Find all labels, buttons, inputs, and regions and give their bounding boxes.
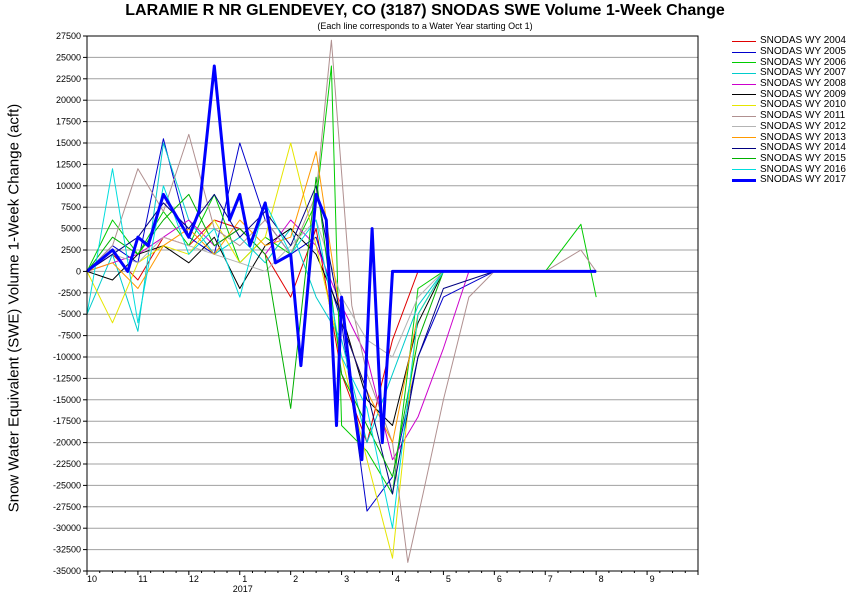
series-line-8 [86,219,597,358]
plot-frame [86,35,699,572]
legend-swatch [732,126,756,128]
legend-item: SNODAS WY 2010 [732,100,846,111]
x-tick-label: 12 [189,574,199,584]
legend-label: SNODAS WY 2008 [760,78,846,90]
legend-swatch [732,147,756,149]
x-tick-label: 11 [138,574,147,584]
legend-label: SNODAS WY 2011 [760,110,846,122]
y-tick-label: -22500 [53,459,81,469]
series-line-13 [86,64,597,462]
legend-label: SNODAS WY 2016 [760,163,846,175]
legend-swatch [732,62,756,64]
y-tick-label: 0 [76,266,81,276]
legend-item: SNODAS WY 2009 [732,89,846,100]
legend-item: SNODAS WY 2008 [732,79,846,90]
legend-label: SNODAS WY 2013 [760,131,846,143]
y-tick-label: 22500 [56,74,81,84]
series-line-1 [86,138,597,512]
legend-item: SNODAS WY 2013 [732,132,846,143]
legend-item: SNODAS WY 2004 [732,36,846,47]
legend-swatch [732,158,756,160]
legend-swatch [732,178,756,182]
legend-swatch [732,51,756,53]
chart-subtitle: (Each line corresponds to a Water Year s… [317,21,533,31]
legend-swatch [732,115,756,117]
legend-label: SNODAS WY 2017 [760,174,846,186]
y-tick-label: -15000 [53,395,81,405]
x-tick-label: 3 [344,574,349,584]
legend-label: SNODAS WY 2012 [760,120,846,132]
legend-swatch [732,40,756,42]
x-tick-label: 1 [242,574,247,584]
y-tick-label: -10000 [53,352,81,362]
legend-item: SNODAS WY 2007 [732,68,846,79]
legend-swatch [732,72,756,74]
legend-label: SNODAS WY 2004 [760,35,846,47]
x-tick-label: 6 [497,574,502,584]
series-line-2 [86,65,597,495]
y-tick-label: -17500 [53,416,81,426]
y-tick-label: 27500 [56,31,81,41]
legend-item: SNODAS WY 2015 [732,152,846,165]
y-tick-label: 5000 [61,224,81,234]
x-tick-label: 10 [87,574,97,584]
x-tick-label: 4 [395,574,400,584]
y-tick-label: -7500 [58,331,81,341]
legend-label: SNODAS WY 2009 [760,88,846,100]
y-tick-label: -5000 [58,309,81,319]
legend-item: SNODAS WY 2005 [732,47,846,58]
legend-swatch [732,104,756,106]
y-tick-label: -12500 [53,373,81,383]
chart-title: LARAMIE R NR GLENDEVEY, CO (3187) SNODAS… [125,2,725,19]
y-tick-label: -30000 [53,523,81,533]
x-tick-label: 5 [446,574,451,584]
y-tick-label: -2500 [58,288,81,298]
y-tick-label: 15000 [56,138,81,148]
series-line-6 [86,142,597,559]
x-tick-label: 7 [548,574,553,584]
y-tick-label: -32500 [53,545,81,555]
x-year-label: 2017 [233,584,253,594]
legend: SNODAS WY 2004 SNODAS WY 2005 SNODAS WY 20… [732,36,846,186]
legend-item: SNODAS WY 2017 [732,175,846,186]
x-tick-label: 8 [599,574,604,584]
series-line-12 [86,168,597,529]
y-tick-label: 17500 [56,117,81,127]
legend-label: SNODAS WY 2015 [760,152,846,164]
y-tick-label: -35000 [53,566,81,576]
legend-label: SNODAS WY 2005 [760,46,846,58]
legend-label: SNODAS WY 2006 [760,56,846,68]
y-tick-label: 20000 [56,95,81,105]
legend-swatch [732,83,756,85]
legend-label: SNODAS WY 2014 [760,142,846,154]
x-tick-label: 2 [293,574,298,584]
y-tick-label: 2500 [61,245,81,255]
legend-swatch [732,94,756,96]
y-tick-label: 7500 [61,202,81,212]
legend-item: SNODAS WY 2016 [732,164,846,175]
y-tick-label: 12500 [56,159,81,169]
y-tick-label: -25000 [53,480,81,490]
x-tick-label: 9 [650,574,655,584]
legend-label: SNODAS WY 2010 [760,99,846,111]
y-tick-label: -27500 [53,502,81,512]
series-line-7 [86,39,597,563]
legend-item: SNODAS WY 2011 [732,111,846,122]
legend-swatch [732,137,756,139]
legend-item: SNODAS WY 2012 [732,120,846,133]
legend-item: SNODAS WY 2006 [732,57,846,68]
y-tick-label: -20000 [53,438,81,448]
y-tick-label: 25000 [56,52,81,62]
legend-item: SNODAS WY 2014 [732,143,846,154]
legend-label: SNODAS WY 2007 [760,67,846,79]
y-tick-label: 10000 [56,181,81,191]
legend-swatch [732,169,756,171]
